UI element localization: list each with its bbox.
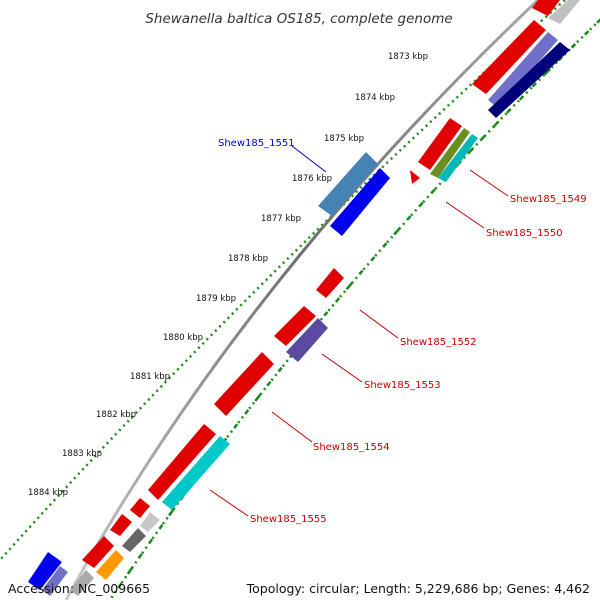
ruler-tick	[244, 409, 250, 415]
ruler-tick	[168, 508, 175, 517]
leader-line	[469, 169, 509, 197]
kbp-label: 1873 kbp	[388, 52, 428, 62]
gene-label-shew185-1554[interactable]: Shew185_1554	[313, 442, 390, 453]
ruler-tick	[233, 423, 239, 429]
gene-label-shew185-1550[interactable]: Shew185_1550	[486, 228, 563, 239]
ruler-tick	[393, 227, 401, 236]
gene-feature	[418, 118, 462, 170]
gene-features	[28, 0, 580, 596]
gene-label-shew185-1552[interactable]: Shew185_1552	[400, 337, 477, 348]
ruler-tick	[334, 297, 341, 303]
ruler-tick	[596, 18, 600, 24]
ruler-tick	[382, 242, 388, 248]
genome-backbone	[64, 0, 540, 600]
ruler-tick	[323, 311, 329, 317]
ruler-tick	[543, 68, 552, 76]
gene-feature	[28, 552, 62, 590]
gene-feature	[274, 306, 316, 346]
gene-label-shew185-1549[interactable]: Shew185_1549	[510, 194, 587, 205]
map-title: Shewanella baltica OS185, complete genom…	[145, 11, 452, 27]
gene-feature	[318, 152, 378, 216]
kbp-label: 1874 kbp	[355, 93, 395, 103]
kbp-label: 1882 kbp	[96, 410, 136, 420]
gene-feature	[330, 168, 390, 236]
label-leaders	[209, 145, 509, 517]
gene-feature	[430, 128, 470, 178]
gene-feature	[140, 512, 160, 532]
gene-feature	[82, 536, 114, 568]
ruler-tick	[430, 188, 436, 194]
gene-feature	[96, 550, 124, 580]
gene-feature	[148, 424, 216, 500]
kbp-label: 1878 kbp	[228, 254, 268, 264]
inner-ruler-ticks	[117, 18, 600, 589]
leader-line	[321, 353, 363, 383]
gene-feature	[122, 528, 146, 552]
kbp-label: 1875 kbp	[324, 134, 364, 144]
ruler-tick	[492, 120, 500, 129]
gene-feature	[488, 32, 558, 108]
gene-feature	[110, 514, 132, 536]
kbp-label: 1877 kbp	[261, 214, 301, 224]
gene-label-shew185-1553[interactable]: Shew185_1553	[364, 380, 441, 391]
ruler-tick	[345, 282, 353, 291]
ruler-tick	[158, 523, 164, 530]
kbp-label: 1879 kbp	[196, 294, 236, 304]
ruler-tick	[468, 148, 474, 154]
gene-feature	[472, 20, 546, 94]
kbp-label: 1884 kbp	[28, 488, 68, 498]
kbp-label: 1883 kbp	[62, 449, 102, 459]
gene-feature	[286, 318, 328, 362]
ruler-tick	[137, 553, 143, 559]
leader-line	[291, 145, 327, 173]
gene-feature	[532, 0, 560, 16]
ruler-tick	[480, 134, 486, 141]
leader-line	[209, 489, 249, 517]
gene-label-shew185-1555[interactable]: Shew185_1555	[250, 514, 327, 525]
ruler-tick	[277, 366, 283, 373]
accession-label: Accession: NC_009665	[8, 581, 151, 596]
gene-feature	[70, 570, 94, 596]
ruler-tick	[254, 393, 262, 402]
kbp-label: 1876 kbp	[292, 174, 332, 184]
gene-feature	[438, 134, 478, 182]
ruler-tick	[126, 566, 134, 575]
leader-line	[359, 309, 399, 339]
gene-feature	[42, 566, 68, 596]
gene-feature	[488, 42, 570, 118]
kbp-label: 1880 kbp	[163, 333, 203, 343]
gene-feature	[410, 170, 420, 184]
ruler-tick	[266, 380, 272, 387]
ruler-tick	[505, 108, 512, 114]
kbp-label: 1881 kbp	[130, 372, 170, 382]
topology-label: Topology: circular; Length: 5,229,686 bp…	[246, 581, 590, 596]
leader-line	[271, 411, 313, 443]
gene-feature	[316, 268, 344, 298]
kbp-ruler: 1873 kbp 1874 kbp 1875 kbp 1876 kbp 1877…	[28, 52, 428, 498]
gene-feature	[214, 352, 274, 416]
ruler-tick	[117, 582, 123, 589]
ruler-tick	[148, 538, 154, 545]
ruler-tick	[406, 215, 412, 221]
gene-feature	[162, 436, 230, 510]
gene-feature	[548, 0, 580, 24]
ruler-tick	[518, 95, 525, 101]
ruler-tick	[358, 269, 364, 276]
ruler-tick	[584, 30, 590, 36]
ruler-tick	[570, 43, 577, 49]
ruler-tick	[370, 256, 376, 262]
gene-label-shew185-1551[interactable]: Shew185_1551	[218, 138, 295, 149]
gene-feature	[130, 498, 150, 518]
inner-dotted-ring	[108, 19, 600, 600]
ruler-tick	[418, 201, 424, 208]
leader-line	[445, 201, 485, 229]
ruler-tick	[531, 82, 537, 88]
